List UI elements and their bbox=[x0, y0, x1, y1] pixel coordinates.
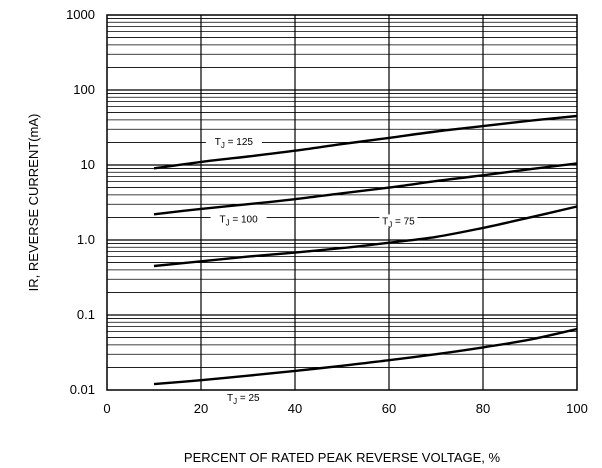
curve-label-bg bbox=[379, 214, 418, 228]
y-tick-label: 0.1 bbox=[77, 307, 95, 322]
curve-label-bg bbox=[215, 390, 272, 404]
curve-labels: TJ = 125 TJ = 100 TJ = 75 TJ = 25 bbox=[205, 134, 418, 406]
y-tick-label: 10 bbox=[81, 157, 95, 172]
x-tick-label: 0 bbox=[103, 401, 110, 416]
curve-line bbox=[153, 205, 578, 268]
grid-lines bbox=[107, 15, 577, 390]
plot-frame bbox=[106, 14, 578, 391]
curve-label: TJ = 125 bbox=[215, 137, 254, 150]
y-tick-labels: 0.01 0.1 1.0 10 100 1000 bbox=[66, 7, 95, 397]
curve-label: TJ = 25 bbox=[227, 393, 260, 406]
x-tick-labels: 0 20 40 60 80 100 bbox=[103, 401, 587, 416]
y-axis-title: IR, REVERSE CURRENT(mA) bbox=[26, 114, 41, 292]
y-tick-label: 1.0 bbox=[77, 232, 95, 247]
y-tick-label: 100 bbox=[73, 82, 95, 97]
y-tick-label: 1000 bbox=[66, 7, 95, 22]
y-tick-label: 0.01 bbox=[70, 382, 95, 397]
x-tick-label: 60 bbox=[382, 401, 396, 416]
x-axis-title: PERCENT OF RATED PEAK REVERSE VOLTAGE, % bbox=[184, 450, 501, 465]
x-tick-label: 40 bbox=[288, 401, 302, 416]
curves bbox=[153, 114, 578, 386]
x-tick-label: 100 bbox=[566, 401, 588, 416]
curve-line bbox=[153, 114, 578, 170]
curve-label: TJ = 75 bbox=[382, 216, 415, 229]
curve-label-bg bbox=[205, 134, 262, 148]
x-tick-label: 80 bbox=[476, 401, 490, 416]
curve-label: TJ = 100 bbox=[219, 215, 258, 228]
curve-line bbox=[153, 327, 578, 386]
x-tick-label: 20 bbox=[194, 401, 208, 416]
curve-label-bg bbox=[210, 212, 267, 226]
curve-line bbox=[153, 162, 578, 216]
